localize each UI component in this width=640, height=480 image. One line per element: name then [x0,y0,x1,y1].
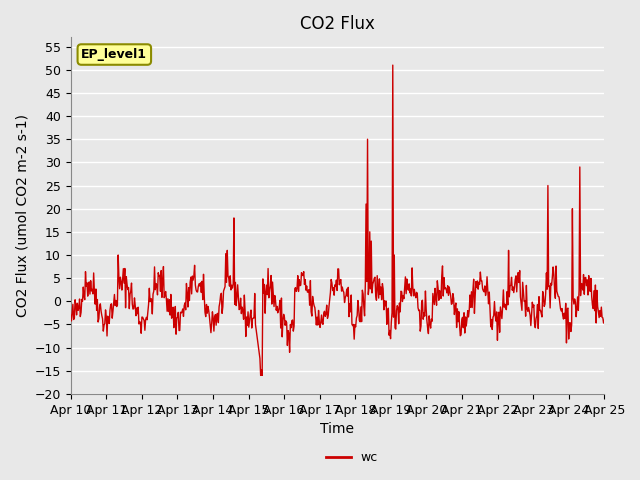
X-axis label: Time: Time [321,422,355,436]
Y-axis label: CO2 Flux (umol CO2 m-2 s-1): CO2 Flux (umol CO2 m-2 s-1) [15,114,29,317]
Legend: wc: wc [321,446,383,469]
Text: EP_level1: EP_level1 [81,48,147,61]
Title: CO2 Flux: CO2 Flux [300,15,375,33]
